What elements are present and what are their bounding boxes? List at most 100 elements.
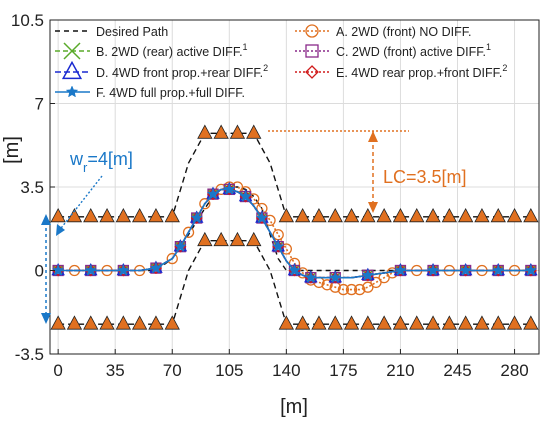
data-point [345, 283, 358, 296]
traffic-cone [490, 315, 506, 330]
traffic-cone [523, 315, 539, 330]
x-tick-label: 140 [272, 361, 300, 380]
traffic-cone [278, 207, 295, 223]
traffic-cone [164, 315, 180, 330]
traffic-cone [197, 124, 213, 139]
legend-label: B. 2WD (rear) active DIFF.1 [96, 42, 248, 59]
data-point [206, 187, 220, 200]
traffic-cone [327, 315, 343, 330]
traffic-cone [83, 207, 99, 223]
traffic-cone [360, 207, 376, 223]
legend-item-4: D. 4WD front prop.+rear DIFF.2 [55, 60, 268, 80]
data-point [337, 283, 350, 296]
traffic-cone [474, 315, 490, 330]
traffic-cone [376, 315, 392, 330]
traffic-cone [99, 207, 115, 223]
traffic-cone [213, 231, 229, 247]
y-axis-label: [m] [1, 136, 23, 164]
y-tick-label: 0 [35, 262, 44, 281]
x-tick-label: 280 [500, 361, 528, 380]
traffic-cone [474, 207, 490, 223]
data-point [354, 283, 366, 296]
lc-label: LC=3.5[m] [383, 167, 467, 187]
data-point [305, 65, 319, 79]
traffic-cone [360, 315, 376, 330]
lane-width-subscript: r [83, 160, 88, 175]
traffic-cone [294, 315, 311, 330]
lane-width-pointer [57, 175, 103, 233]
legend: Desired Path A. 2WD (front) NO DIFF. B. 2W… [55, 24, 507, 100]
traffic-cone [131, 207, 148, 223]
traffic-cone [246, 231, 262, 247]
traffic-cone [392, 207, 409, 223]
legend-item-1: A. 2WD (front) NO DIFF. [295, 24, 471, 39]
traffic-cone [311, 207, 327, 223]
traffic-cone [457, 207, 474, 223]
traffic-cone [523, 207, 539, 223]
traffic-cone [311, 315, 327, 330]
traffic-cones [50, 124, 539, 330]
x-tick-label: 70 [163, 361, 182, 380]
legend-label-text: Desired Path [96, 25, 168, 39]
traffic-cone [164, 207, 180, 223]
traffic-cone [115, 315, 132, 330]
data-point [305, 24, 319, 38]
data-point [116, 263, 130, 276]
lane-width-pointer-head [56, 224, 65, 236]
traffic-cone [425, 207, 441, 223]
data-point [272, 229, 284, 241]
traffic-cone [506, 207, 523, 223]
legend-item-3: C. 2WD (front) active DIFF.1 [295, 42, 491, 59]
traffic-cone [490, 207, 506, 223]
lane-width-label: wr=4[m] [69, 149, 133, 175]
lane-width-head-down [41, 313, 51, 324]
legend-label-text: F. 4WD full prop.+full DIFF. [96, 86, 245, 100]
upper-boundary-line [58, 132, 531, 218]
legend-label-text: E. 4WD rear prop.+front DIFF. [336, 66, 502, 80]
data-point [271, 239, 285, 253]
series-6 [51, 182, 538, 284]
traffic-cone [441, 207, 458, 223]
lc-arrow-head-up [368, 131, 378, 142]
legend-label: C. 2WD (front) active DIFF.1 [336, 42, 491, 59]
x-tick-label: 105 [215, 361, 243, 380]
traffic-cone [343, 207, 360, 223]
traffic-cone [343, 315, 360, 330]
data-point [394, 263, 407, 276]
legend-superscript: 1 [486, 42, 491, 52]
lower-boundary-line [58, 240, 531, 325]
traffic-cone [131, 315, 148, 330]
traffic-cone [197, 231, 213, 247]
data-point [166, 252, 178, 265]
data-point [199, 198, 211, 210]
legend-label-text: C. 2WD (front) active DIFF. [336, 45, 486, 59]
legend-label: E. 4WD rear prop.+front DIFF.2 [336, 63, 507, 80]
traffic-cone [50, 207, 66, 223]
series-lines [51, 181, 538, 296]
legend-superscript: 2 [263, 63, 268, 73]
x-tick-label: 0 [53, 361, 62, 380]
data-point [304, 271, 318, 284]
traffic-cone [278, 315, 295, 330]
data-point [65, 85, 79, 98]
x-tick-label: 210 [386, 361, 414, 380]
y-tick-label: -3.5 [15, 345, 44, 364]
data-point [305, 44, 319, 58]
data-point [190, 211, 204, 224]
traffic-cone [115, 207, 132, 223]
data-point [459, 263, 473, 276]
traffic-cone [392, 315, 409, 330]
traffic-cone [506, 315, 523, 330]
legend-item-0: Desired Path [55, 25, 168, 39]
legend-label: D. 4WD front prop.+rear DIFF.2 [96, 63, 268, 80]
x-tick-label: 175 [329, 361, 357, 380]
traffic-cone [409, 207, 425, 223]
data-point [239, 189, 252, 202]
data-point [84, 263, 98, 276]
data-point [370, 276, 382, 289]
lc-arrow-head-down [368, 202, 378, 213]
traffic-cone [327, 207, 343, 223]
lane-width-w: w [69, 149, 84, 169]
traffic-cone [229, 231, 246, 247]
data-point [361, 268, 375, 281]
